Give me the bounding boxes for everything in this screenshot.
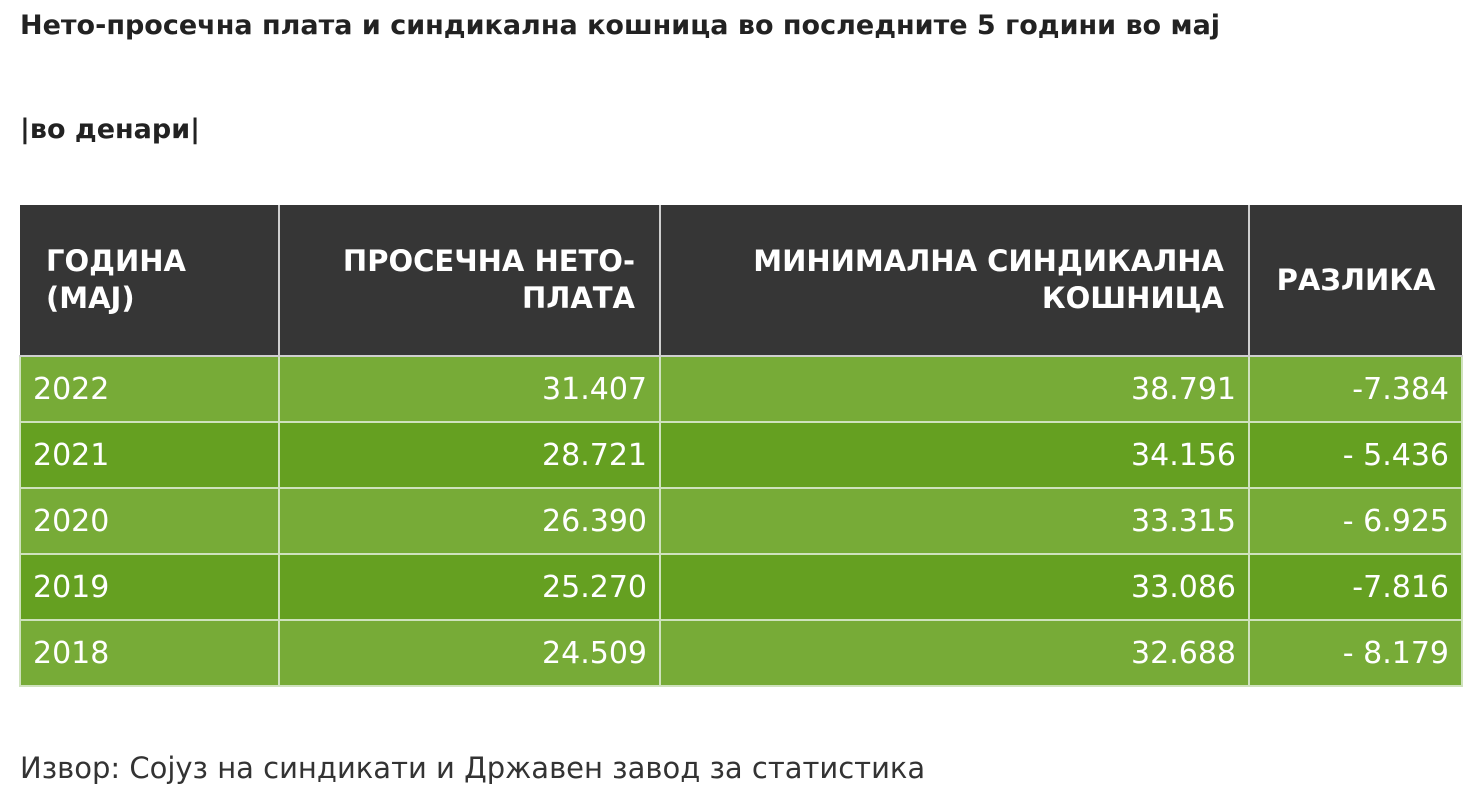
cell-difference: - 6.925 [1248, 487, 1463, 555]
header-net-salary-line2: ПЛАТА [521, 281, 635, 315]
cell-basket: 34.156 [659, 421, 1250, 489]
cell-year: 2020 [19, 487, 280, 555]
cell-basket: 33.086 [659, 553, 1250, 621]
cell-difference: - 5.436 [1248, 421, 1463, 489]
table-row: 2018 24.509 32.688 - 8.179 [19, 619, 1463, 687]
header-basket-line1: МИНИМАЛНА СИНДИКАЛНА [753, 244, 1224, 278]
cell-basket: 38.791 [659, 355, 1250, 423]
cell-year: 2021 [19, 421, 280, 489]
cell-year: 2019 [19, 553, 280, 621]
header-year-line1: ГОДИНА [46, 244, 186, 278]
cell-net-salary: 26.390 [278, 487, 661, 555]
table-body: 2022 31.407 38.791 -7.384 2021 28.721 34… [19, 355, 1463, 687]
header-basket: МИНИМАЛНА СИНДИКАЛНА КОШНИЦА [659, 205, 1250, 357]
header-year-line2: (МАЈ) [46, 281, 135, 315]
table-row: 2019 25.270 33.086 -7.816 [19, 553, 1463, 621]
table-row: 2020 26.390 33.315 - 6.925 [19, 487, 1463, 555]
cell-difference: -7.384 [1248, 355, 1463, 423]
header-basket-line2: КОШНИЦА [1041, 281, 1224, 315]
table-row: 2022 31.407 38.791 -7.384 [19, 355, 1463, 423]
header-net-salary-line1: ПРОСЕЧНА НЕТО- [342, 244, 635, 278]
cell-year: 2018 [19, 619, 280, 687]
cell-net-salary: 31.407 [278, 355, 661, 423]
header-difference: РАЗЛИКА [1248, 205, 1462, 357]
header-net-salary: ПРОСЕЧНА НЕТО- ПЛАТА [278, 205, 661, 357]
header-difference-label: РАЗЛИКА [1276, 262, 1436, 297]
table-row: 2021 28.721 34.156 - 5.436 [19, 421, 1463, 489]
source-note: Извор: Сојуз на синдикати и Државен заво… [20, 751, 926, 785]
page-title: Нето-просечна плата и синдикална кошница… [20, 10, 1221, 41]
cell-year: 2022 [19, 355, 280, 423]
header-row: ГОДИНА (МАЈ) ПРОСЕЧНА НЕТО- ПЛАТА МИНИМА… [20, 205, 1462, 357]
cell-net-salary: 24.509 [278, 619, 661, 687]
cell-basket: 33.315 [659, 487, 1250, 555]
table-header: ГОДИНА (МАЈ) ПРОСЕЧНА НЕТО- ПЛАТА МИНИМА… [20, 205, 1462, 357]
salary-basket-table: ГОДИНА (МАЈ) ПРОСЕЧНА НЕТО- ПЛАТА МИНИМА… [19, 205, 1463, 687]
header-year: ГОДИНА (МАЈ) [20, 205, 280, 357]
cell-basket: 32.688 [659, 619, 1250, 687]
cell-net-salary: 28.721 [278, 421, 661, 489]
unit-subtitle: |во денари| [20, 114, 200, 145]
cell-net-salary: 25.270 [278, 553, 661, 621]
cell-difference: - 8.179 [1248, 619, 1463, 687]
cell-difference: -7.816 [1248, 553, 1463, 621]
